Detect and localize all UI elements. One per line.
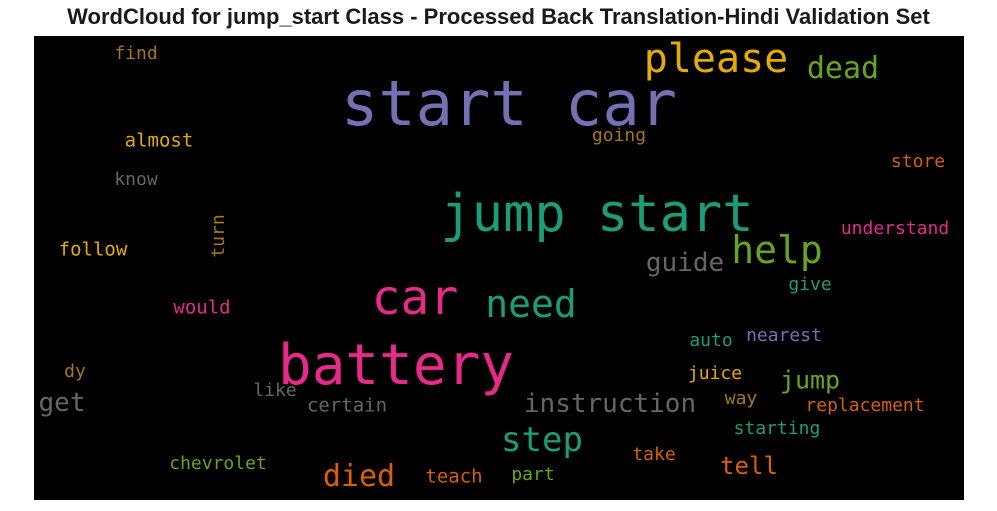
chart-title: WordCloud for jump_start Class - Process…: [67, 4, 930, 29]
word-car: car: [371, 270, 459, 326]
word-died: died: [322, 459, 396, 494]
word-understand: understand: [840, 218, 950, 239]
word-need: need: [485, 282, 577, 326]
word-part: part: [511, 464, 555, 485]
wordcloud-canvas: start car jump start battery car please need h…: [34, 36, 964, 500]
word-would: would: [173, 296, 231, 319]
word-auto: auto: [689, 330, 733, 351]
word-way: way: [724, 388, 758, 409]
word-going: going: [591, 125, 647, 146]
word-help: help: [731, 228, 823, 272]
word-like: like: [253, 380, 297, 401]
word-find: find: [114, 43, 158, 64]
word-give: give: [788, 274, 832, 295]
word-jump-start: jump start: [440, 184, 754, 244]
word-battery: battery: [277, 333, 515, 398]
word-certain: certain: [306, 394, 388, 417]
word-nearest: nearest: [746, 325, 822, 346]
word-juice: juice: [687, 363, 743, 384]
word-know: know: [114, 169, 158, 190]
word-dy: dy: [64, 361, 86, 382]
word-follow: follow: [58, 238, 128, 261]
word-step: step: [501, 420, 583, 460]
word-start-car: start car: [341, 67, 677, 140]
word-chevrolet: chevrolet: [169, 453, 267, 474]
word-get: get: [38, 388, 86, 418]
word-tell: tell: [720, 452, 778, 480]
word-take: take: [632, 444, 676, 465]
word-jump: jump: [779, 365, 841, 395]
word-replacement: replacement: [805, 395, 925, 416]
word-almost: almost: [124, 129, 194, 152]
word-teach: teach: [425, 465, 483, 488]
word-please: please: [643, 36, 789, 82]
word-dead: dead: [806, 51, 880, 86]
word-guide: guide: [645, 248, 725, 278]
word-turn: turn: [208, 214, 229, 258]
word-store: store: [890, 151, 946, 172]
word-starting: starting: [733, 418, 821, 439]
word-instruction: instruction: [523, 389, 697, 419]
